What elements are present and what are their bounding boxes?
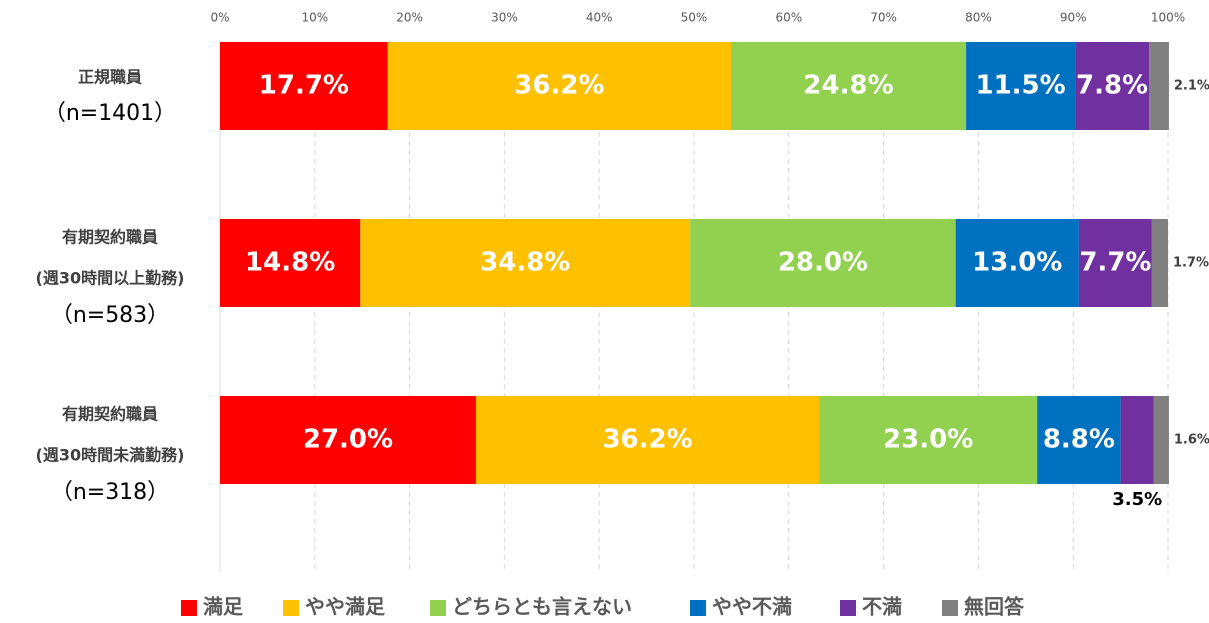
x-tick-label: 70% xyxy=(870,11,897,25)
bar-segment xyxy=(220,396,476,484)
value-label: 2.1% xyxy=(1174,79,1209,94)
value-label: 7.8% xyxy=(1076,71,1148,101)
bar-segment xyxy=(690,219,956,307)
bar-segment xyxy=(966,42,1076,130)
x-tick-label: 0% xyxy=(210,11,229,25)
category-label: 有期契約職員 xyxy=(62,228,158,247)
bar-segment xyxy=(1078,219,1152,307)
category-label: （n=583） xyxy=(51,303,169,328)
legend-swatch xyxy=(840,600,856,616)
category-label: （n=318） xyxy=(51,480,169,505)
bar-segment xyxy=(387,42,731,130)
legend-label: 不満 xyxy=(862,595,902,619)
category-label: (週30時間未満勤務) xyxy=(36,446,185,465)
bar-segment xyxy=(475,396,820,484)
bar-segment xyxy=(1151,219,1168,307)
x-tick-label: 90% xyxy=(1060,11,1087,25)
value-label: 13.0% xyxy=(972,248,1062,278)
legend-swatch xyxy=(690,600,706,616)
value-label: 8.8% xyxy=(1043,425,1115,455)
bar-segment xyxy=(1037,396,1121,484)
value-label: 1.7% xyxy=(1173,256,1209,271)
legend-swatch xyxy=(283,600,299,616)
legend-label: 満足 xyxy=(203,595,244,619)
legend-label: やや不満 xyxy=(712,595,792,619)
legend-label: やや満足 xyxy=(305,595,386,619)
category-label: (週30時間以上勤務) xyxy=(36,269,185,288)
bar-segment xyxy=(220,42,388,130)
bar-segment xyxy=(1075,42,1150,130)
bar-segment xyxy=(360,219,691,307)
category-label: 正規職員 xyxy=(78,68,142,87)
bar-segment xyxy=(730,42,967,130)
category-label: （n=1401） xyxy=(44,101,176,126)
bar-segment xyxy=(819,396,1038,484)
x-tick-label: 100% xyxy=(1151,11,1185,25)
value-label: 17.7% xyxy=(259,71,349,101)
value-label: 27.0% xyxy=(303,425,393,455)
x-tick-label: 60% xyxy=(775,11,802,25)
value-label: 11.5% xyxy=(975,71,1065,101)
legend-label: どちらとも言えない xyxy=(452,595,632,619)
x-tick-label: 50% xyxy=(681,11,708,25)
bar-segment xyxy=(1120,396,1154,484)
bar-segment xyxy=(955,219,1079,307)
legend-swatch xyxy=(181,600,197,616)
x-tick-label: 40% xyxy=(586,11,613,25)
x-tick-label: 10% xyxy=(301,11,328,25)
value-label: 3.5% xyxy=(1112,489,1162,510)
value-label: 36.2% xyxy=(514,71,604,101)
value-label: 14.8% xyxy=(245,248,335,278)
bar-segment xyxy=(1153,396,1169,484)
legend-swatch xyxy=(942,600,958,616)
value-label: 24.8% xyxy=(803,71,893,101)
legend-swatch xyxy=(430,600,446,616)
legend-label: 無回答 xyxy=(964,595,1025,619)
x-tick-label: 20% xyxy=(396,11,423,25)
value-label: 28.0% xyxy=(778,248,868,278)
value-label: 36.2% xyxy=(602,425,692,455)
value-label: 23.0% xyxy=(883,425,973,455)
category-label: 有期契約職員 xyxy=(62,405,158,424)
value-label: 7.7% xyxy=(1079,248,1151,278)
x-tick-label: 80% xyxy=(965,11,992,25)
bar-segment xyxy=(1149,42,1169,130)
x-tick-label: 30% xyxy=(491,11,518,25)
bar-segment xyxy=(220,219,361,307)
value-label: 34.8% xyxy=(480,248,570,278)
value-label: 1.6% xyxy=(1174,433,1209,448)
